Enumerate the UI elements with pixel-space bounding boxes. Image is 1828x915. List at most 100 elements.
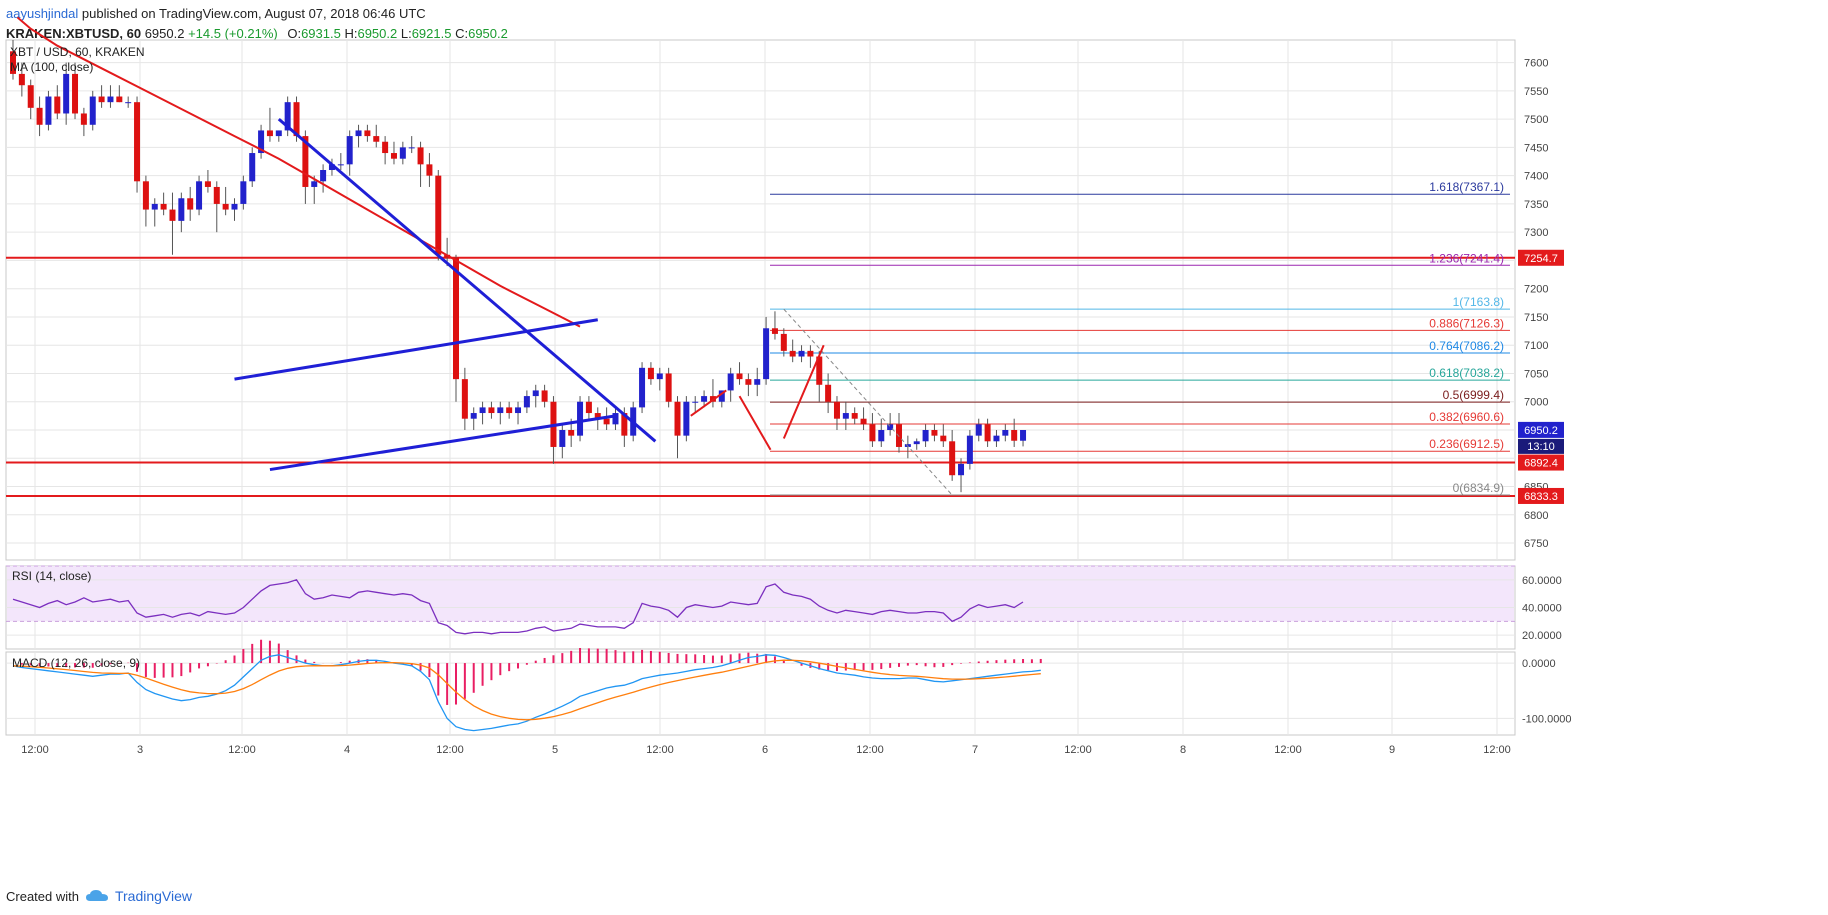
candle-body [169, 209, 176, 221]
time-tick-label: 8 [1180, 744, 1186, 756]
price-tick-label: 6750 [1524, 538, 1548, 550]
macd-label: MACD (12, 26, close, 9) [12, 656, 140, 670]
candle-body [275, 130, 282, 137]
fib-level-label: 0(6834.9) [1453, 481, 1504, 495]
fib-level-label: 1.618(7367.1) [1429, 180, 1504, 194]
time-tick-label: 6 [762, 744, 768, 756]
candle-body [1020, 430, 1027, 441]
macd-tick-label: -100.0000 [1522, 713, 1572, 725]
candle-body [302, 136, 309, 187]
candle-body [461, 379, 468, 419]
created-with-label: Created with [6, 888, 79, 904]
level-price-label: 7254.7 [1524, 253, 1558, 265]
candle-body [453, 257, 459, 380]
candle-body [488, 407, 495, 414]
candle-body [284, 102, 291, 131]
last-price: 6950.2 [144, 26, 185, 41]
candle-body [647, 367, 654, 380]
price-tick-label: 7550 [1524, 86, 1548, 98]
price-tick-label: 7350 [1524, 199, 1548, 211]
candle-body [674, 401, 681, 436]
candle-body [568, 430, 575, 436]
projection-line [738, 395, 772, 451]
author-link[interactable]: aayushjindal [6, 6, 79, 21]
current-price-label: 6950.2 [1524, 425, 1558, 437]
rsi-label: RSI (14, close) [12, 569, 91, 583]
candle-body [240, 181, 247, 204]
signal-line [12, 659, 1041, 721]
candle-body [364, 130, 371, 137]
level-price-tag [1518, 454, 1564, 471]
candle-body [594, 413, 601, 419]
candle-body [523, 396, 530, 408]
trend-line [269, 414, 616, 472]
price-tick-label: 7150 [1524, 312, 1548, 324]
price-change: +14.5 (+0.21%) [188, 26, 278, 41]
candle-body [887, 424, 894, 430]
candle-body [178, 198, 185, 221]
candle-body [878, 430, 885, 442]
candle-body [249, 153, 256, 182]
candle-body [816, 356, 823, 385]
candle-body [754, 379, 761, 385]
projection-line [782, 344, 825, 439]
low-label: L: [400, 26, 412, 41]
candle-body [18, 73, 25, 86]
candle-body [842, 413, 849, 419]
candle-body [940, 435, 947, 442]
candle-body [266, 130, 273, 137]
candle-body [204, 181, 211, 187]
candle-body [27, 85, 34, 108]
candle-body [807, 350, 814, 357]
fib-level-label: 1(7163.8) [1453, 295, 1504, 309]
candle-body [470, 413, 477, 419]
price-tick-label: 7300 [1524, 227, 1548, 239]
open-label: O: [287, 26, 302, 41]
level-price-label: 6892.4 [1524, 458, 1558, 470]
candle-body [736, 373, 743, 380]
candle-body [497, 407, 504, 414]
time-tick-label: 12:00 [21, 744, 49, 756]
candle-body [745, 379, 752, 385]
countdown-label: 13:10 [1527, 441, 1555, 453]
candle-body [931, 430, 938, 436]
level-price-tag [1518, 487, 1564, 504]
rsi-tick-label: 20.0000 [1522, 630, 1562, 642]
candle-body [160, 203, 167, 210]
candle-body [311, 181, 318, 187]
candle-body [603, 418, 610, 425]
price-tick-label: 7500 [1524, 114, 1548, 126]
symbol-label: KRAKEN:XBTUSD, 60 [6, 26, 142, 41]
candle-body [107, 96, 114, 103]
price-chart[interactable]: 12:00 3 12:00 4 12:00 5 12:00 6 12:00 7 12:00 8 12:0… [0, 0, 1828, 885]
candle-body [222, 203, 229, 210]
candle-body [727, 373, 734, 391]
candle-body [320, 170, 327, 182]
candle-body [54, 96, 61, 114]
tradingview-brand[interactable]: TradingView [114, 888, 193, 904]
candle-body [80, 113, 87, 125]
chart-header: aayushjindal published on TradingView.co… [6, 4, 508, 44]
price-pane-border [5, 39, 1516, 561]
candle-body [869, 424, 876, 442]
candle-body [125, 102, 132, 104]
level-price-label: 6833.3 [1524, 491, 1558, 503]
candle-body [63, 73, 70, 114]
candle-body [639, 367, 646, 408]
candle-body [89, 96, 96, 125]
candle-body [1002, 430, 1009, 436]
candle-body [515, 407, 522, 414]
candle-body [532, 390, 539, 397]
candle-body [293, 102, 300, 137]
time-tick-label: 12:00 [1064, 744, 1092, 756]
candle-body [426, 164, 433, 176]
projection-line [690, 389, 727, 417]
candle-body [231, 203, 238, 210]
price-tick-label: 7600 [1524, 58, 1548, 70]
candle-body [771, 328, 778, 334]
candle-body [949, 441, 956, 476]
candle-body [390, 153, 397, 159]
candle-body [958, 463, 965, 476]
footer: Created with TradingView [6, 888, 192, 904]
candle-body [36, 107, 43, 125]
